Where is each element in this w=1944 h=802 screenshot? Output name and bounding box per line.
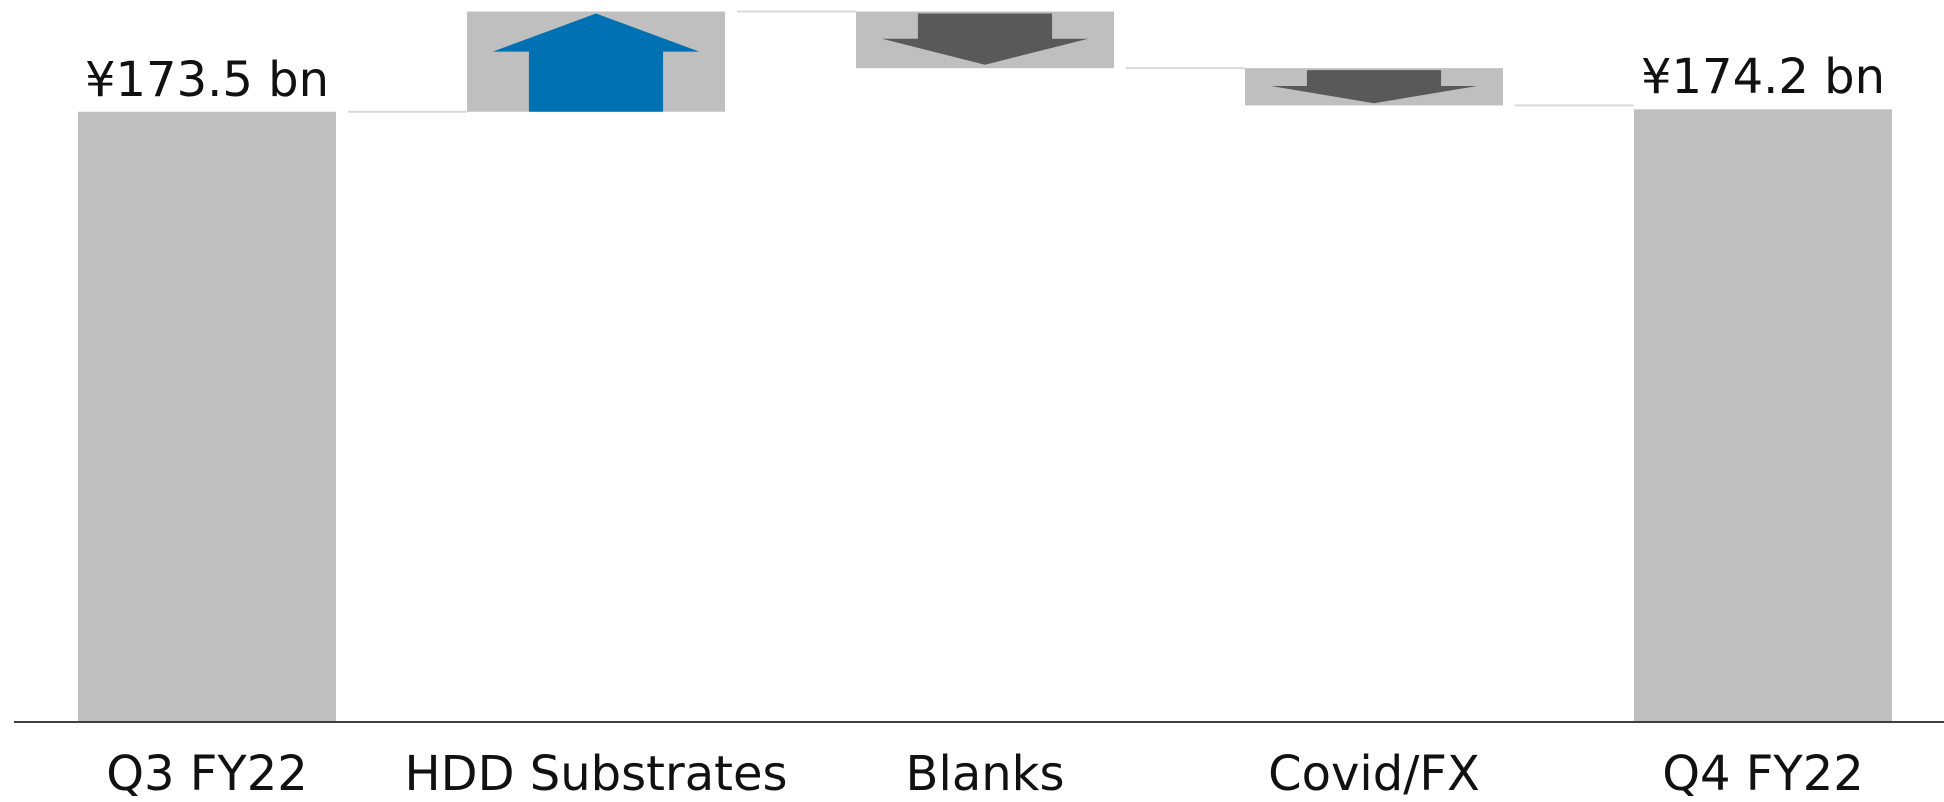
arrow-down-icon-covid-fx bbox=[1270, 70, 1478, 104]
arrows-layer bbox=[492, 13, 1478, 112]
category-label-hdd-substrates: HDD Substrates bbox=[404, 746, 788, 802]
category-label-blanks: Blanks bbox=[905, 746, 1065, 802]
bar-q4-fy22 bbox=[1634, 109, 1892, 722]
bar-q3-fy22 bbox=[78, 111, 336, 723]
arrow-up-icon-hdd-substrates bbox=[492, 13, 700, 112]
arrow-down-icon-blanks bbox=[881, 13, 1089, 65]
category-label-covid-fx: Covid/FX bbox=[1268, 746, 1480, 802]
category-label-q3-fy22: Q3 FY22 bbox=[106, 746, 308, 802]
connectors-layer bbox=[348, 10, 1634, 113]
category-label-q4-fy22: Q4 FY22 bbox=[1662, 746, 1864, 802]
value-label-q4-fy22: ¥174.2 bn bbox=[1640, 49, 1886, 106]
value-label-q3-fy22: ¥173.5 bn bbox=[84, 51, 330, 108]
bars-layer bbox=[78, 11, 1892, 723]
